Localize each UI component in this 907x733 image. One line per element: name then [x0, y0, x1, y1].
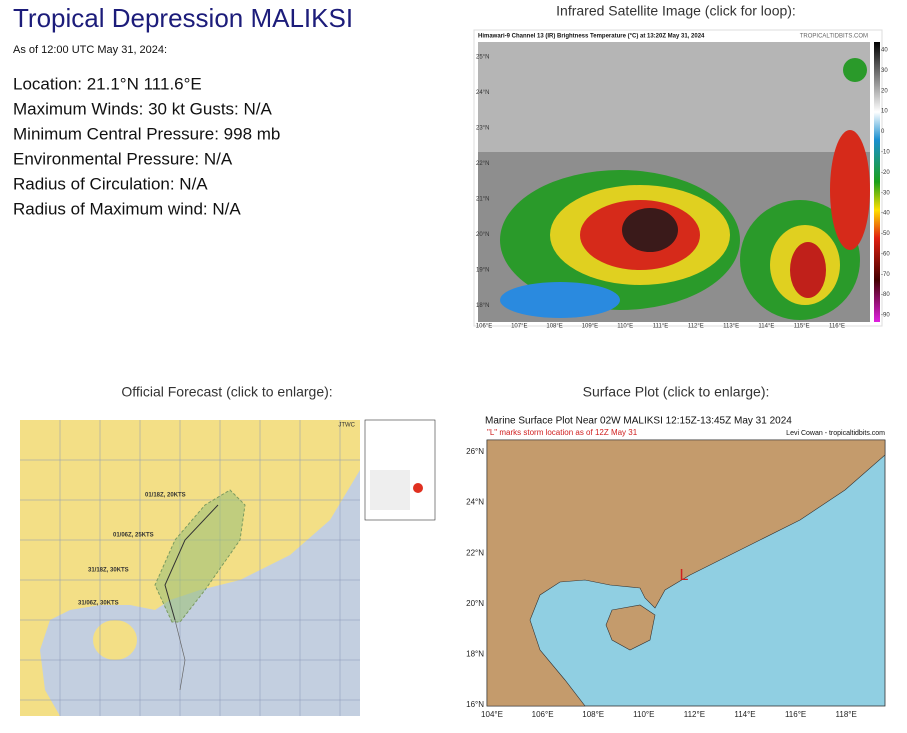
- surface-credit: Levi Cowan - tropicaltidbits.com: [786, 430, 885, 437]
- scale-label: -90: [881, 313, 890, 319]
- storm-marker: L: [680, 567, 689, 584]
- detail-line: Minimum Central Pressure: 998 mb: [13, 124, 280, 143]
- forecast-point-label: 01/06Z, 25KTS: [113, 533, 154, 539]
- scale-label: -40: [881, 211, 890, 217]
- sat-lon-label: 116°E: [829, 324, 845, 330]
- as-of: As of 12:00 UTC May 31, 2024:: [13, 44, 167, 56]
- sat-lat-label: 23°N: [476, 126, 489, 132]
- surface-lat-label: 16°N: [466, 700, 484, 709]
- scale-label: 0: [881, 129, 885, 135]
- surface-lat-label: 26°N: [466, 447, 484, 456]
- forecast-caption: Official Forecast (click to enlarge):: [121, 384, 332, 400]
- sat-lon-label: 111°E: [653, 324, 669, 330]
- scale-label: -30: [881, 190, 890, 196]
- sat-lat-label: 25°N: [476, 55, 489, 61]
- sat-lon-label: 106°E: [476, 324, 492, 330]
- satellite-image-title: Himawari-9 Channel 13 (IR) Brightness Te…: [478, 34, 705, 40]
- scale-label: -70: [881, 272, 890, 278]
- sat-lon-label: 114°E: [758, 324, 774, 330]
- sat-lon-label: 108°E: [546, 324, 562, 330]
- surface-lon-label: 106°E: [532, 710, 554, 719]
- satellite-credit: TROPICALTIDBITS.COM: [800, 34, 868, 40]
- scale-label: -60: [881, 251, 890, 257]
- surface-lat-label: 20°N: [466, 599, 484, 608]
- satellite-image[interactable]: Himawari-9 Channel 13 (IR) Brightness Te…: [473, 29, 890, 330]
- surface-lon-label: 108°E: [582, 710, 604, 719]
- sat-lat-label: 21°N: [476, 197, 489, 203]
- surface-lon-label: 118°E: [836, 710, 857, 719]
- sat-lat-label: 18°N: [476, 303, 489, 309]
- sat-lon-label: 113°E: [723, 324, 739, 330]
- forecast-agency: JTWC: [338, 423, 355, 429]
- forecast-point-label: 31/18Z, 30KTS: [88, 568, 129, 574]
- scale-label: -20: [881, 170, 890, 176]
- surface-lat-label: 18°N: [466, 650, 484, 659]
- storm-title: Tropical Depression MALIKSI: [13, 3, 353, 33]
- forecast-image[interactable]: 01/18Z, 20KTS 01/06Z, 25KTS 31/18Z, 30KTS 3…: [13, 410, 440, 718]
- surface-lon-label: 112°E: [684, 710, 705, 719]
- detail-line: Environmental Pressure: N/A: [13, 149, 233, 168]
- surface-title: Marine Surface Plot Near 02W MALIKSI 12:…: [485, 416, 792, 427]
- sat-lat-label: 24°N: [476, 90, 489, 96]
- surface-caption: Surface Plot (click to enlarge):: [583, 384, 770, 400]
- scale-label: -80: [881, 292, 890, 298]
- detail-line: Maximum Winds: 30 kt Gusts: N/A: [13, 99, 272, 118]
- surface-lat-label: 22°N: [466, 548, 484, 557]
- surface-image[interactable]: Marine Surface Plot Near 02W MALIKSI 12:…: [465, 410, 893, 719]
- scale-label: -10: [881, 150, 890, 156]
- sat-lat-label: 19°N: [476, 268, 489, 274]
- scale-label: 40: [881, 48, 888, 54]
- surface-subtitle: "L" marks storm location as of 12Z May 3…: [487, 428, 638, 437]
- forecast-point-label: 31/06Z, 30KTS: [78, 601, 119, 607]
- sat-lon-label: 112°E: [688, 324, 704, 330]
- scale-label: -50: [881, 231, 890, 237]
- sat-lon-label: 110°E: [617, 324, 633, 330]
- sat-lon-label: 107°E: [511, 324, 527, 330]
- surface-lon-label: 110°E: [633, 710, 654, 719]
- detail-line: Radius of Circulation: N/A: [13, 174, 208, 193]
- sat-lon-label: 115°E: [794, 324, 810, 330]
- scale-label: 30: [881, 68, 888, 74]
- satellite-caption: Infrared Satellite Image (click for loop…: [556, 3, 796, 19]
- surface-lat-label: 24°N: [466, 498, 484, 507]
- details: Location: 21.1°N 111.6°E Maximum Winds: 3…: [13, 74, 280, 218]
- sat-lat-label: 22°N: [476, 161, 489, 167]
- sat-lat-label: 20°N: [476, 232, 489, 238]
- sat-lon-label: 109°E: [582, 324, 598, 330]
- detail-line: Location: 21.1°N 111.6°E: [13, 74, 202, 93]
- surface-lon-label: 104°E: [481, 710, 503, 719]
- detail-line: Radius of Maximum wind: N/A: [13, 199, 241, 218]
- surface-lon-label: 114°E: [734, 710, 755, 719]
- surface-lon-label: 116°E: [785, 710, 806, 719]
- scale-label: 20: [881, 88, 888, 94]
- forecast-point-label: 01/18Z, 20KTS: [145, 493, 186, 499]
- scale-label: 10: [881, 109, 888, 115]
